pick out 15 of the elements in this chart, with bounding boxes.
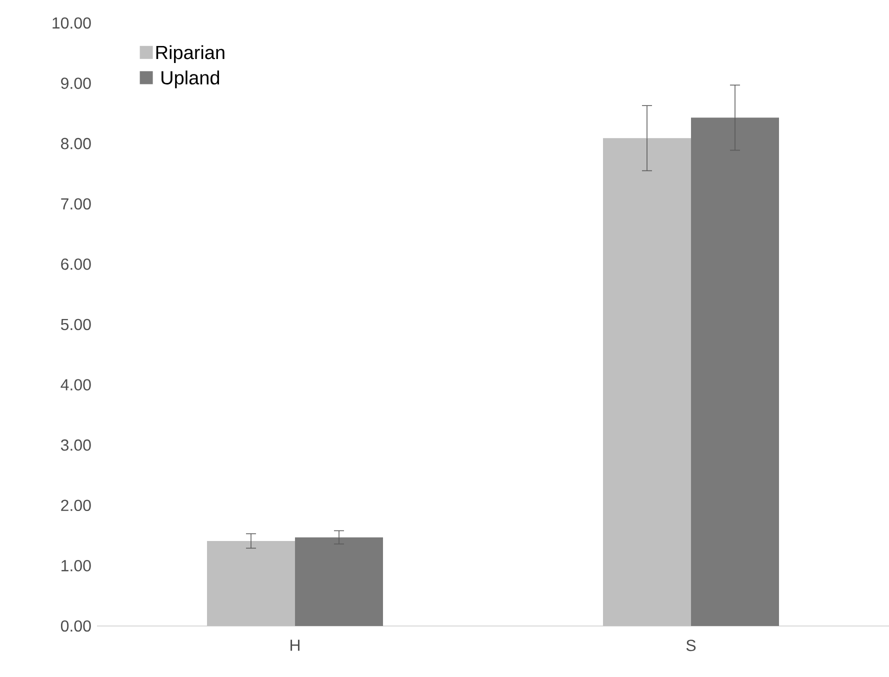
legend-label: Riparian xyxy=(156,45,224,63)
y-tick-label: 8.00 xyxy=(61,138,91,150)
y-tick-label: 5.00 xyxy=(60,318,91,330)
y-tick-label: 6.00 xyxy=(61,258,91,270)
legend-label: Upland xyxy=(162,70,220,88)
x-tick-label: H xyxy=(290,640,300,651)
y-tick-label: 4.00 xyxy=(60,379,91,390)
y-tick-label: 9.00 xyxy=(61,78,91,89)
x-tick-label: S xyxy=(686,640,696,652)
y-tick-label: 2.00 xyxy=(61,500,91,512)
y-tick-label: 3.00 xyxy=(60,439,91,451)
y-tick-label: 10.00 xyxy=(52,17,91,29)
y-tick-label: 0.00 xyxy=(60,620,91,632)
y-tick-label: 1.00 xyxy=(62,560,91,572)
y-tick-label: 7.00 xyxy=(61,198,91,210)
